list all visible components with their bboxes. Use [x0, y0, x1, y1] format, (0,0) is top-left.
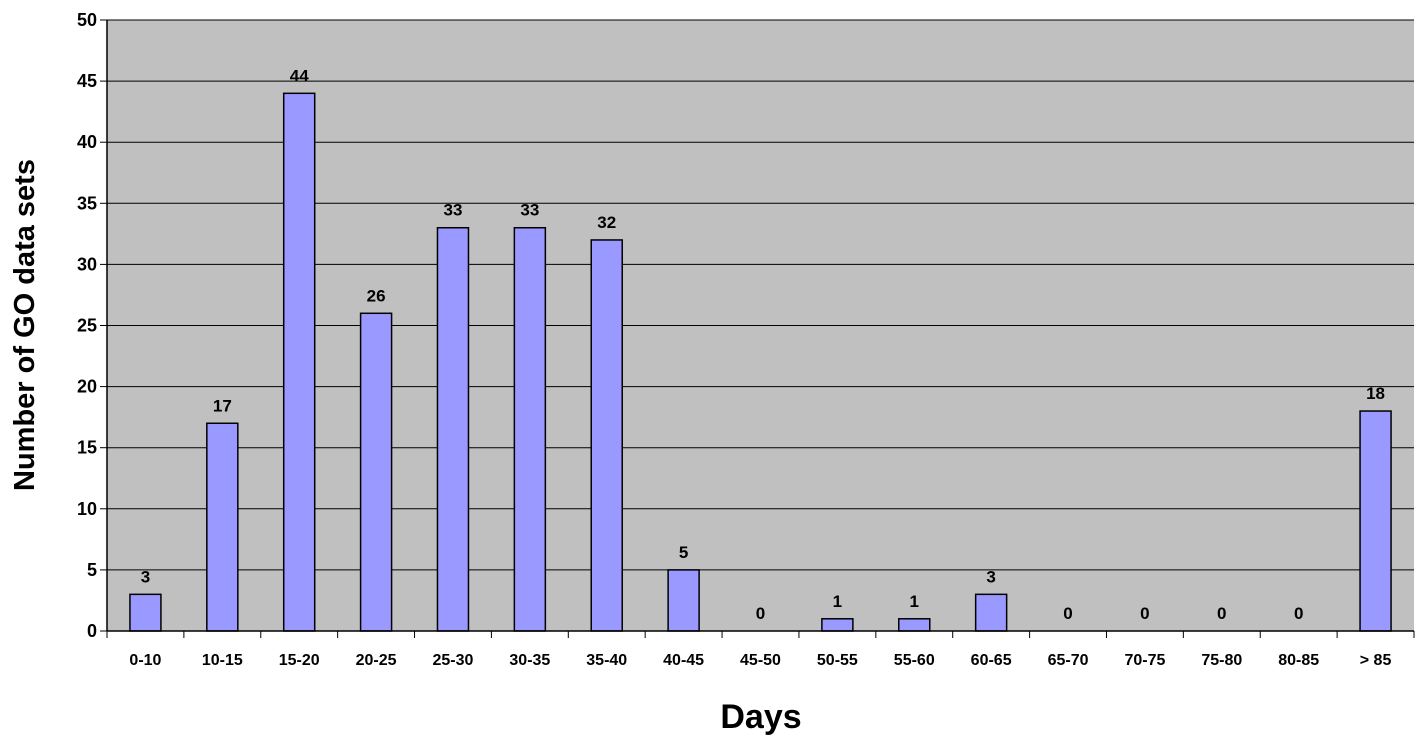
x-tick-label: 65-70: [1048, 652, 1089, 669]
data-label: 0: [1063, 604, 1072, 623]
bar: [1359, 410, 1392, 632]
y-tick-label: 45: [77, 71, 97, 91]
bar: [667, 569, 700, 632]
bar: [359, 312, 393, 632]
y-tick-label: 40: [77, 132, 97, 152]
y-tick-label: 10: [77, 499, 97, 519]
bar: [898, 618, 931, 632]
y-tick-label: 30: [77, 254, 97, 274]
y-tick-label: 35: [77, 193, 97, 213]
x-tick-label: 40-45: [663, 652, 704, 669]
data-labels: 3 17 44 26 33 33 32 5 0 1 1 3 0 0 0 0 18: [141, 66, 1385, 623]
x-tick-label: 80-85: [1278, 652, 1319, 669]
data-label: 0: [1140, 604, 1149, 623]
bar: [513, 226, 547, 632]
x-tick-label: 55-60: [894, 652, 935, 669]
y-axis-ticks: 0 5 10 15 20 25 30 35 40 45 50: [77, 10, 107, 641]
data-label: 1: [833, 592, 842, 611]
x-tick-label: 15-20: [279, 652, 320, 669]
data-label: 26: [367, 286, 386, 305]
data-label: 1: [910, 592, 919, 611]
bar: [590, 239, 623, 632]
x-tick-label: 50-55: [817, 652, 858, 669]
bar: [129, 593, 162, 632]
y-tick-label: 25: [77, 316, 97, 336]
x-tick-label: 30-35: [509, 652, 550, 669]
x-tick-label: 45-50: [740, 652, 781, 669]
data-label: 0: [1217, 604, 1226, 623]
x-axis-title: Days: [720, 698, 801, 736]
y-tick-label: 5: [87, 560, 97, 580]
x-tick-label: 70-75: [1124, 652, 1165, 669]
x-axis-ticks: 0-10 10-15 15-20 20-25 25-30 30-35 35-40 40-45 4…: [106, 631, 1415, 669]
data-label: 3: [141, 567, 150, 586]
data-label: 18: [1366, 384, 1385, 403]
x-tick-label: 75-80: [1201, 652, 1242, 669]
bar: [206, 422, 239, 632]
data-label: 3: [986, 567, 995, 586]
x-tick-label: 35-40: [586, 652, 627, 669]
x-tick-label: 10-15: [202, 652, 243, 669]
data-label: 0: [1294, 604, 1303, 623]
data-label: 44: [290, 66, 309, 85]
x-tick-label: 20-25: [356, 652, 397, 669]
data-label: 5: [679, 543, 688, 562]
data-label: 33: [520, 201, 539, 220]
x-tick-label: 0-10: [129, 652, 161, 669]
bar: [821, 618, 854, 632]
data-label: 32: [597, 213, 616, 232]
x-tick-label: 60-65: [971, 652, 1012, 669]
bar: [974, 593, 1008, 632]
y-tick-label: 0: [87, 621, 97, 641]
y-axis-title: Number of GO data sets: [9, 159, 41, 491]
x-tick-label: 25-30: [433, 652, 474, 669]
bars: [129, 92, 1392, 632]
data-label: 17: [213, 396, 232, 415]
y-tick-label: 15: [77, 438, 97, 458]
bar: [282, 92, 316, 632]
x-tick-label: > 85: [1360, 652, 1392, 669]
y-tick-label: 20: [77, 377, 97, 397]
bar: [436, 226, 470, 632]
y-tick-label: 50: [77, 10, 97, 30]
gridlines: [107, 19, 1414, 571]
data-label: 33: [444, 201, 463, 220]
data-label: 0: [756, 604, 765, 623]
